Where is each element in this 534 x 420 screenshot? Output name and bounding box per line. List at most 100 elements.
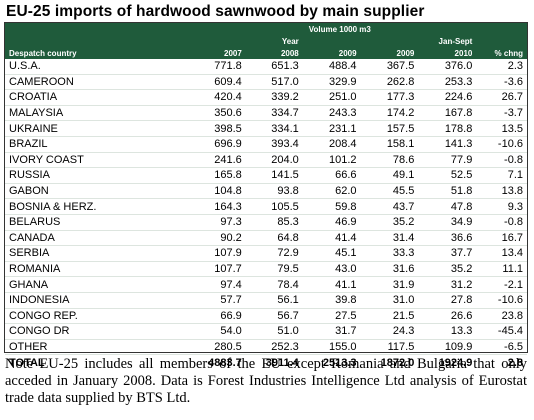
period-label: Jan-Sept bbox=[418, 35, 477, 47]
table-row: MALAYSIA 350.6 334.7 243.3 174.2 167.8 -3.7 bbox=[5, 105, 527, 122]
value: 177.3 bbox=[360, 89, 419, 106]
value: 11.1 bbox=[476, 261, 527, 278]
country: CANADA bbox=[5, 230, 188, 247]
country: UKRAINE bbox=[5, 120, 188, 137]
table-row: CONGO DR 54.0 51.0 31.7 24.3 13.3 -45.4 bbox=[5, 323, 527, 340]
total-value: 1924.9 bbox=[418, 354, 477, 370]
value: 696.9 bbox=[188, 136, 246, 153]
value: 334.7 bbox=[245, 105, 303, 122]
value: -0.8 bbox=[476, 214, 527, 231]
year-label: Year bbox=[245, 35, 303, 47]
table-row: CROATIA 420.4 339.2 251.0 177.3 224.6 26.7 bbox=[5, 89, 527, 106]
table-row: ROMANIA 107.7 79.5 43.0 31.6 35.2 11.1 bbox=[5, 261, 527, 278]
table-row: CAMEROON 609.4 517.0 329.9 262.8 253.3 -3.6 bbox=[5, 74, 527, 91]
total-value: 2513.3 bbox=[302, 354, 361, 370]
value: 13.5 bbox=[476, 120, 527, 137]
country: SERBIA bbox=[5, 245, 188, 262]
value: -3.7 bbox=[476, 105, 527, 122]
column-header: 2008 bbox=[245, 47, 303, 59]
value: 7.1 bbox=[476, 167, 527, 184]
value: 651.3 bbox=[245, 59, 303, 75]
value: 93.8 bbox=[245, 183, 303, 200]
value: 59.8 bbox=[302, 198, 361, 215]
value: 771.8 bbox=[188, 59, 246, 75]
table-row: U.S.A. 771.8 651.3 488.4 367.5 376.0 2.3 bbox=[5, 59, 527, 75]
value: 101.2 bbox=[302, 152, 361, 169]
value: 204.0 bbox=[245, 152, 303, 169]
value: 43.7 bbox=[360, 198, 419, 215]
value: 77.9 bbox=[418, 152, 477, 169]
country: CROATIA bbox=[5, 89, 188, 106]
value: 224.6 bbox=[418, 89, 477, 106]
value: 109.9 bbox=[418, 339, 477, 356]
value: 141.5 bbox=[245, 167, 303, 184]
value: 31.2 bbox=[418, 276, 477, 293]
value: 49.1 bbox=[360, 167, 419, 184]
value: 157.5 bbox=[360, 120, 419, 137]
table-row: INDONESIA 57.7 56.1 39.8 31.0 27.8 -10.6 bbox=[5, 292, 527, 309]
value: 33.3 bbox=[360, 245, 419, 262]
table-row: CANADA 90.2 64.8 41.4 31.4 36.6 16.7 bbox=[5, 230, 527, 247]
value: 251.0 bbox=[302, 89, 361, 106]
country: RUSSIA bbox=[5, 167, 188, 184]
value: 35.2 bbox=[360, 214, 419, 231]
value: 45.1 bbox=[302, 245, 361, 262]
value: 23.8 bbox=[476, 308, 527, 325]
total-value: 4883.7 bbox=[188, 354, 246, 370]
value: 97.3 bbox=[188, 214, 246, 231]
value: 339.2 bbox=[245, 89, 303, 106]
table-row: BRAZIL 696.9 393.4 208.4 158.1 141.3 -10.6 bbox=[5, 136, 527, 153]
value: 45.5 bbox=[360, 183, 419, 200]
value: 376.0 bbox=[418, 59, 477, 75]
value: 165.8 bbox=[188, 167, 246, 184]
value: 35.2 bbox=[418, 261, 477, 278]
value: 72.9 bbox=[245, 245, 303, 262]
value: 47.8 bbox=[418, 198, 477, 215]
country: BOSNIA & HERZ. bbox=[5, 198, 188, 215]
value: 280.5 bbox=[188, 339, 246, 356]
table-row: BELARUS 97.3 85.3 46.9 35.2 34.9 -0.8 bbox=[5, 214, 527, 231]
value: 13.8 bbox=[476, 183, 527, 200]
value: 31.0 bbox=[360, 292, 419, 309]
value: 107.9 bbox=[188, 245, 246, 262]
country: CONGO DR bbox=[5, 323, 188, 340]
value: 41.1 bbox=[302, 276, 361, 293]
country: ROMANIA bbox=[5, 261, 188, 278]
value: 90.2 bbox=[188, 230, 246, 247]
value: 97.4 bbox=[188, 276, 246, 293]
value: 56.7 bbox=[245, 308, 303, 325]
country: BRAZIL bbox=[5, 136, 188, 153]
value: 21.5 bbox=[360, 308, 419, 325]
value: 41.4 bbox=[302, 230, 361, 247]
value: 117.5 bbox=[360, 339, 419, 356]
table-row: UKRAINE 398.5 334.1 231.1 157.5 178.8 13.5 bbox=[5, 120, 527, 137]
value: 158.1 bbox=[360, 136, 419, 153]
value: 26.7 bbox=[476, 89, 527, 106]
value: 36.6 bbox=[418, 230, 477, 247]
value: 517.0 bbox=[245, 74, 303, 91]
value: -10.6 bbox=[476, 136, 527, 153]
table: Volume 1000 m3 Year Jan-Sept Despatch co… bbox=[5, 23, 527, 370]
total-value: 3911.4 bbox=[245, 354, 303, 370]
value: -0.8 bbox=[476, 152, 527, 169]
value: 231.1 bbox=[302, 120, 361, 137]
value: 51.0 bbox=[245, 323, 303, 340]
value: 37.7 bbox=[418, 245, 477, 262]
value: 56.1 bbox=[245, 292, 303, 309]
column-header: 2007 bbox=[188, 47, 246, 59]
value: 208.4 bbox=[302, 136, 361, 153]
value: 78.4 bbox=[245, 276, 303, 293]
total-row: TOTAL 4883.7 3911.4 2513.3 1872.0 1924.9 2.8 bbox=[5, 354, 527, 370]
value: 107.7 bbox=[188, 261, 246, 278]
value: 334.1 bbox=[245, 120, 303, 137]
value: 488.4 bbox=[302, 59, 361, 75]
value: 66.6 bbox=[302, 167, 361, 184]
column-header: % chng bbox=[476, 47, 527, 59]
table-frame: Volume 1000 m3 Year Jan-Sept Despatch co… bbox=[4, 22, 528, 370]
table-row: SERBIA 107.9 72.9 45.1 33.3 37.7 13.4 bbox=[5, 245, 527, 262]
value: 52.5 bbox=[418, 167, 477, 184]
table-row: IVORY COAST 241.6 204.0 101.2 78.6 77.9 -0.8 bbox=[5, 152, 527, 169]
value: 164.3 bbox=[188, 198, 246, 215]
country: OTHER bbox=[5, 339, 188, 356]
value: 31.6 bbox=[360, 261, 419, 278]
